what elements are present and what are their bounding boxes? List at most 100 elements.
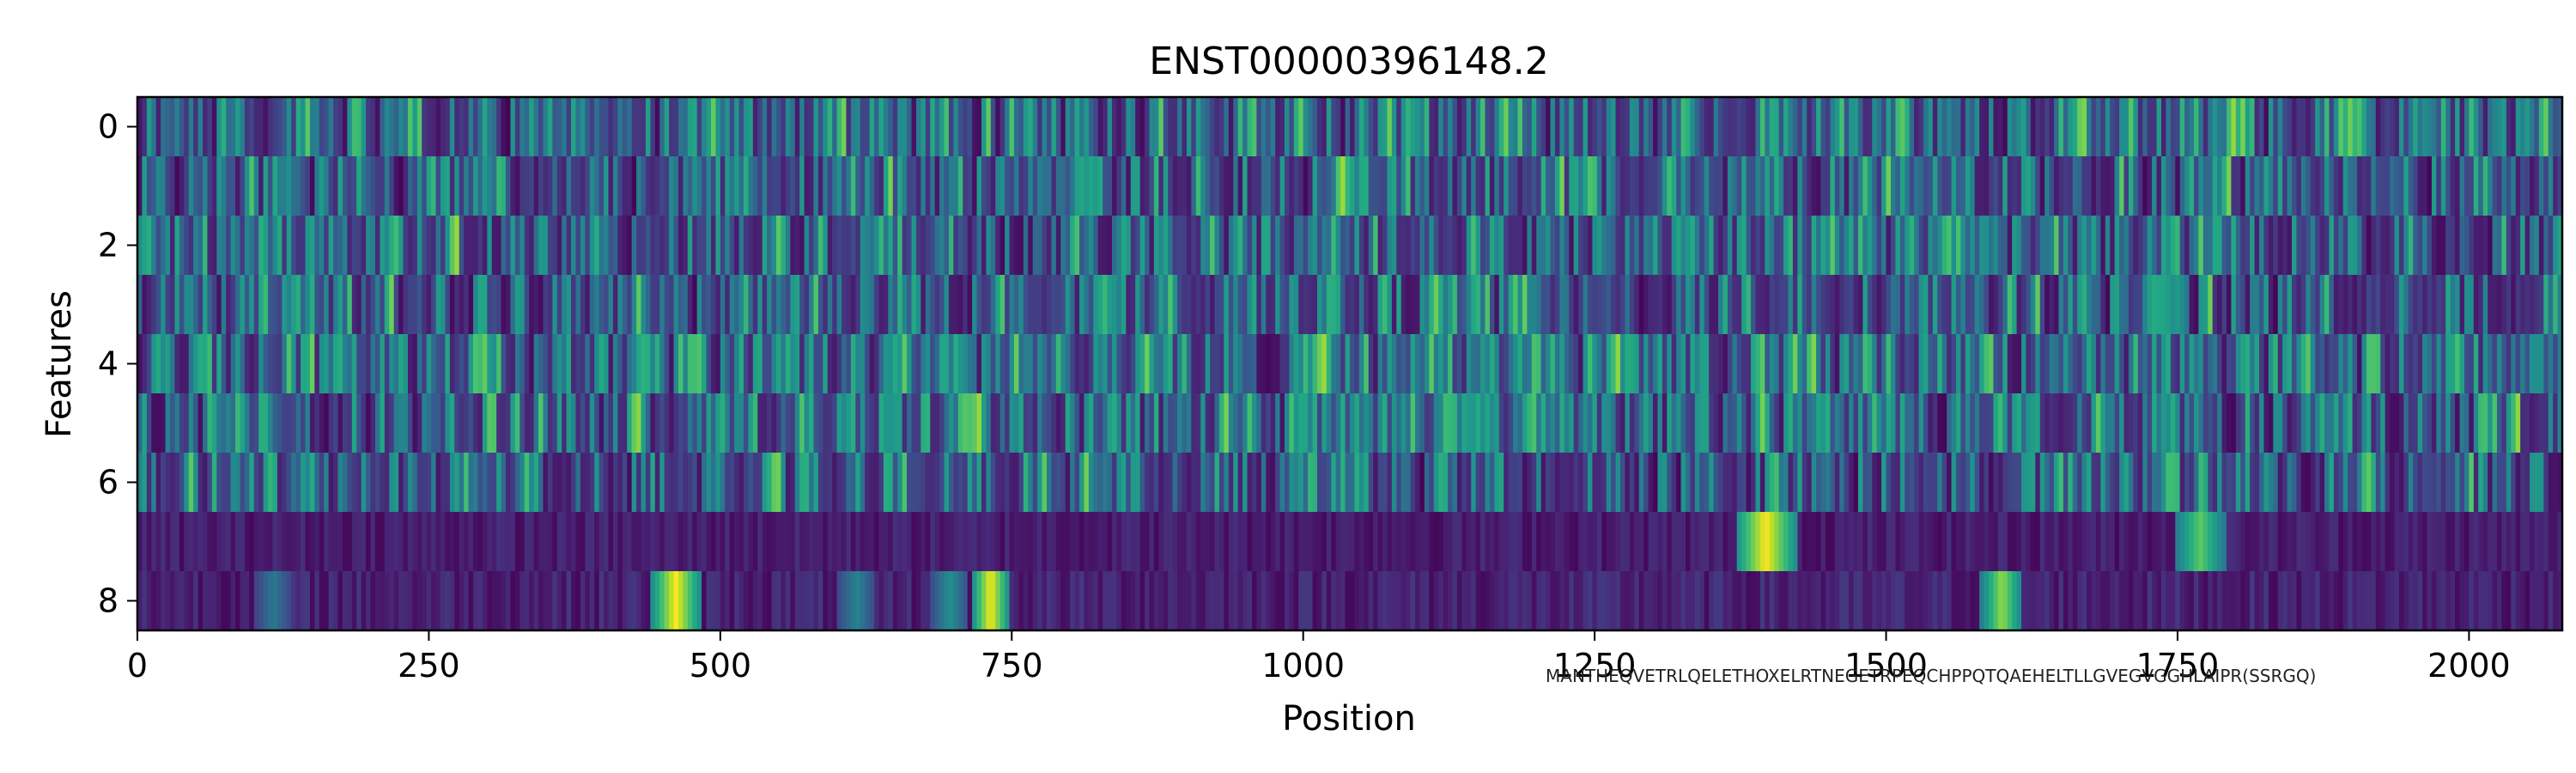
heatmap-cell	[1857, 156, 1863, 216]
heatmap-cell	[2417, 571, 2423, 631]
heatmap-cell	[1097, 97, 1103, 157]
heatmap-cell	[1023, 571, 1029, 631]
heatmap-cell	[2282, 334, 2288, 394]
heatmap-cell	[1895, 156, 1901, 216]
heatmap-cell	[2208, 216, 2214, 276]
heatmap-cell	[1218, 453, 1224, 513]
heatmap-cell	[2137, 97, 2143, 157]
heatmap-cell	[1364, 97, 1370, 157]
heatmap-cell	[2254, 571, 2260, 631]
heatmap-cell	[2282, 97, 2288, 157]
heatmap-cell	[860, 97, 866, 157]
heatmap-cell	[1084, 512, 1090, 572]
heatmap-cell	[1849, 275, 1855, 335]
heatmap-cell	[1377, 512, 1383, 572]
heatmap-cell	[1801, 97, 1807, 157]
heatmap-cell	[585, 97, 591, 157]
heatmap-cell	[1205, 334, 1211, 394]
heatmap-cell	[920, 97, 927, 157]
heatmap-cell	[2333, 97, 2339, 157]
heatmap-cell	[347, 512, 353, 572]
heatmap-cell	[1569, 334, 1575, 394]
heatmap-cell	[1275, 97, 1281, 157]
heatmap-cell	[1704, 512, 1710, 572]
heatmap-cell	[1182, 512, 1188, 572]
heatmap-cell	[547, 275, 553, 335]
heatmap-cell	[2506, 216, 2512, 276]
heatmap-cell	[645, 393, 651, 453]
heatmap-cell	[1070, 97, 1076, 157]
heatmap-cell	[491, 453, 497, 513]
heatmap-cell	[1340, 334, 1346, 394]
heatmap-cell	[2488, 334, 2494, 394]
heatmap-cell	[155, 97, 161, 157]
heatmap-cell	[1163, 334, 1169, 394]
heatmap-cell	[506, 275, 512, 335]
heatmap-cell	[1070, 156, 1076, 216]
heatmap-cell	[449, 453, 455, 513]
heatmap-cell	[865, 97, 871, 157]
heatmap-cell	[170, 216, 176, 276]
heatmap-cell	[1163, 97, 1169, 157]
heatmap-cell	[1448, 156, 1454, 216]
heatmap-cell	[514, 334, 520, 394]
heatmap-cell	[389, 453, 395, 513]
heatmap-cell	[482, 334, 488, 394]
heatmap-cell	[2030, 97, 2036, 157]
heatmap-cell	[1018, 334, 1024, 394]
heatmap-cell	[1718, 275, 1724, 335]
heatmap-cell	[2553, 216, 2559, 276]
heatmap-cell	[1079, 453, 1085, 513]
heatmap-cell	[925, 216, 931, 276]
heatmap-cell	[827, 216, 833, 276]
heatmap-cell	[1013, 393, 1020, 453]
heatmap-cell	[2212, 453, 2218, 513]
heatmap-cell	[356, 571, 362, 631]
heatmap-cell	[2217, 156, 2223, 216]
heatmap-cell	[850, 156, 856, 216]
heatmap-cell	[374, 334, 380, 394]
heatmap-cell	[1788, 512, 1794, 572]
heatmap-cell	[2538, 334, 2544, 394]
heatmap-cell	[1606, 512, 1612, 572]
heatmap-cell	[1233, 393, 1239, 453]
heatmap-cell	[2478, 453, 2484, 513]
heatmap-cell	[1084, 156, 1090, 216]
heatmap-cell	[1382, 571, 1388, 631]
heatmap-cell	[1573, 275, 1579, 335]
heatmap-cell	[892, 156, 898, 216]
heatmap-cell	[2105, 512, 2111, 572]
heatmap-cell	[282, 393, 288, 453]
heatmap-cell	[226, 97, 232, 157]
heatmap-cell	[1210, 275, 1216, 335]
heatmap-cell	[253, 97, 259, 157]
heatmap-cell	[1517, 334, 1523, 394]
heatmap-cell	[1979, 393, 1985, 453]
heatmap-cell	[1461, 97, 1467, 157]
heatmap-cell	[1088, 97, 1094, 157]
heatmap-cell	[1135, 216, 1141, 276]
heatmap-cell	[986, 275, 992, 335]
heatmap-cell	[2166, 156, 2172, 216]
heatmap-cell	[328, 275, 334, 335]
heatmap-cell	[1228, 156, 1234, 216]
heatmap-cell	[850, 97, 856, 157]
heatmap-cell	[165, 512, 171, 572]
heatmap-cell	[2021, 97, 2027, 157]
heatmap-cell	[1312, 334, 1318, 394]
heatmap-cell	[1550, 156, 1556, 216]
heatmap-cell	[1657, 216, 1663, 276]
heatmap-cell	[1121, 334, 1127, 394]
heatmap-cell	[2021, 512, 2027, 572]
heatmap-cell	[2035, 216, 2041, 276]
heatmap-cell	[1941, 97, 1947, 157]
heatmap-cell	[2091, 216, 2097, 276]
heatmap-cell	[1130, 571, 1136, 631]
heatmap-cell	[464, 453, 470, 513]
heatmap-cell	[1279, 97, 1285, 157]
heatmap-cell	[1625, 512, 1631, 572]
heatmap-cell	[1130, 453, 1136, 513]
heatmap-cell	[1153, 156, 1159, 216]
heatmap-cell	[1736, 571, 1742, 631]
heatmap-cell	[855, 216, 861, 276]
